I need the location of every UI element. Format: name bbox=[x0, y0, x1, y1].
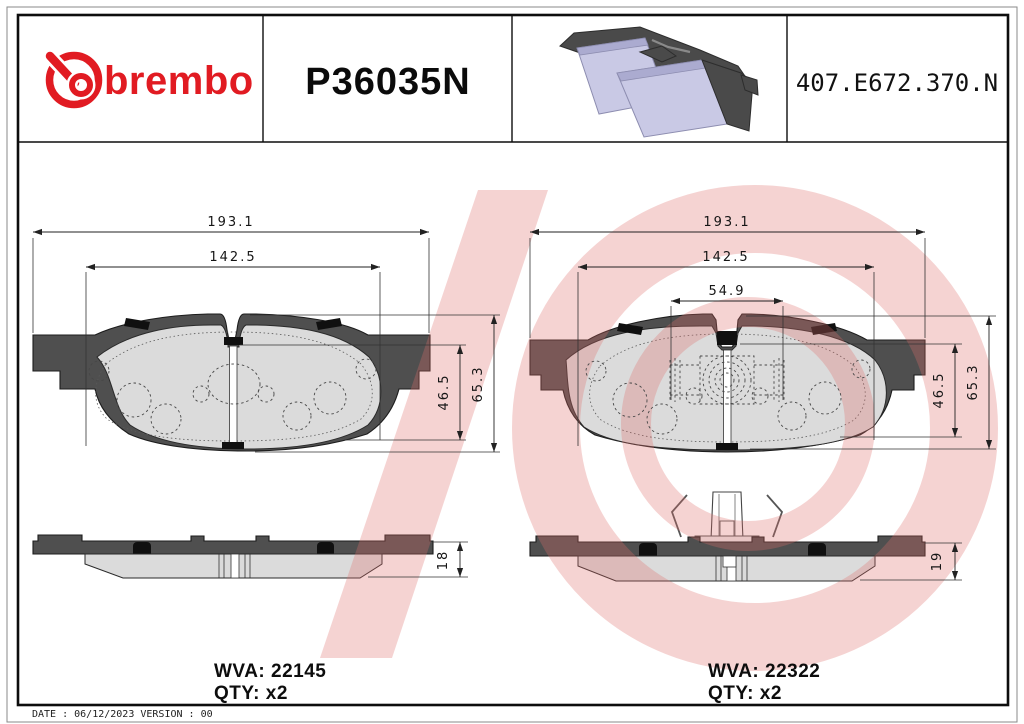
brembo-b-watermark-icon bbox=[320, 185, 998, 671]
dim-overall-width-right: 193.1 bbox=[703, 215, 750, 230]
dim-pad-height-right: 46.5 bbox=[932, 372, 947, 409]
part-number: P36035N bbox=[305, 61, 470, 103]
dim-thickness-right: 19 bbox=[930, 551, 945, 572]
dim-thickness-left: 18 bbox=[436, 550, 451, 571]
page-border bbox=[6, 6, 1018, 723]
wear-sensor bbox=[670, 491, 784, 543]
wva-right: WVA: 22322 bbox=[708, 661, 820, 682]
left-pad-front-view bbox=[32, 313, 431, 452]
brand-wordmark: brembo bbox=[104, 59, 254, 103]
qty-left: QTY: x2 bbox=[214, 683, 288, 704]
right-front-annotations bbox=[529, 228, 996, 581]
footer-date-version: DATE : 06/12/2023 VERSION : 00 bbox=[32, 709, 213, 720]
left-pad-side-view bbox=[32, 534, 434, 579]
dim-overall-width-left: 193.1 bbox=[207, 215, 254, 230]
right-pad-front-view bbox=[529, 313, 926, 453]
brake-pads-3d-image bbox=[559, 26, 759, 138]
left-front-annotations bbox=[32, 228, 500, 578]
wva-left: WVA: 22145 bbox=[214, 661, 326, 682]
catalog-code: 407.E672.370.N bbox=[796, 69, 998, 97]
dim-overall-height-left: 65.3 bbox=[471, 366, 486, 403]
dim-overall-height-right: 65.3 bbox=[966, 364, 981, 401]
dim-pad-height-left: 46.5 bbox=[437, 374, 452, 411]
wear-sensor-hidden-detail bbox=[669, 355, 785, 405]
right-pad-side-view bbox=[529, 491, 926, 582]
drawing-frame bbox=[16, 13, 1010, 707]
qty-right: QTY: x2 bbox=[708, 683, 782, 704]
dim-pad-width-left: 142.5 bbox=[209, 250, 256, 265]
brembo-b-ring-icon bbox=[41, 48, 103, 109]
dim-sensor-width-right: 54.9 bbox=[709, 284, 746, 299]
dim-pad-width-right: 142.5 bbox=[702, 250, 749, 265]
